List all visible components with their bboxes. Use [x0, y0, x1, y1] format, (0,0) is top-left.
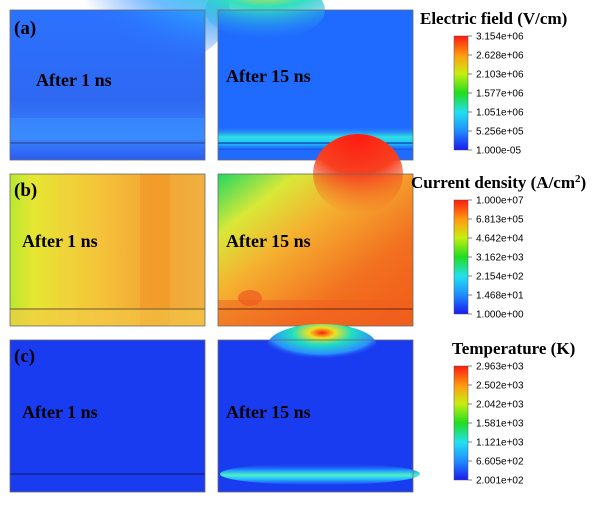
- colorbar-tick-label: 4.642e+04: [476, 234, 524, 245]
- time-label-c-left: After 1 ns: [22, 402, 98, 422]
- colorbar-tick-label: 2.963e+03: [476, 362, 524, 373]
- colorbar-tick-label: 5.256e+05: [476, 127, 524, 138]
- panel-label-b: (b): [14, 180, 37, 201]
- colorbar-tick-label: 6.813e+05: [476, 215, 524, 226]
- colorbar-title-current-density-end: ): [581, 173, 587, 192]
- panel-label-c: (c): [14, 346, 35, 367]
- colorbar-electric-field: 3.154e+06 2.628e+06 2.103e+06 1.577e+06 1.05…: [454, 32, 524, 157]
- panel-label-a: (a): [14, 18, 36, 39]
- time-label-c-right: After 15 ns: [226, 402, 311, 422]
- colorbar-tick-label: 2.001e+02: [476, 476, 524, 487]
- colorbar-temperature: 2.963e+03 2.502e+03 2.042e+03 1.581e+03 1.12…: [454, 362, 524, 487]
- colorbar-tick-label: 2.154e+02: [476, 272, 524, 283]
- time-label-a-left: After 1 ns: [36, 70, 112, 90]
- figure: (a) (b) (c) After 1 ns After 15 ns After…: [0, 0, 610, 508]
- colorbar-tick-label: 1.581e+03: [476, 419, 524, 430]
- panel-b-right-map: [218, 134, 413, 326]
- colorbar-title-temperature: Temperature (K): [452, 339, 575, 358]
- colorbar-title-electric-field: Electric field (V/cm): [420, 9, 567, 28]
- colorbar-tick-label: 1.577e+06: [476, 89, 524, 100]
- time-label-b-right: After 15 ns: [226, 231, 311, 251]
- colorbar-title-current-density-main: Current density (A/cm: [411, 173, 575, 192]
- colorbar-title-current-density: Current density (A/cm2): [411, 173, 586, 192]
- colorbar-tick-label: 3.154e+06: [476, 32, 524, 43]
- colorbar-tick-label: 2.628e+06: [476, 51, 524, 62]
- colorbar-tick-label: 6.605e+02: [476, 457, 524, 468]
- colorbar-tick-label: 1.051e+06: [476, 108, 524, 119]
- colorbar-tick-label: 2.042e+03: [476, 400, 524, 411]
- colorbar-tick-label: 1.468e+01: [476, 291, 524, 302]
- time-label-b-left: After 1 ns: [22, 231, 98, 251]
- time-label-a-right: After 15 ns: [226, 66, 311, 86]
- colorbar-current-density: 1.000e+07 6.813e+05 4.642e+04 3.162e+03 2.15…: [454, 196, 524, 321]
- colorbar-tick-label: 1.121e+03: [476, 438, 524, 449]
- colorbar-tick-label: 2.502e+03: [476, 381, 524, 392]
- colorbar-tick-label: 2.103e+06: [476, 70, 524, 81]
- colorbar-tick-label: 1.000e+07: [476, 196, 524, 207]
- colorbar-tick-label: 1.000e+00: [476, 310, 524, 321]
- colorbar-tick-label: 1.000e-05: [476, 146, 521, 157]
- colorbar-tick-label: 3.162e+03: [476, 253, 524, 264]
